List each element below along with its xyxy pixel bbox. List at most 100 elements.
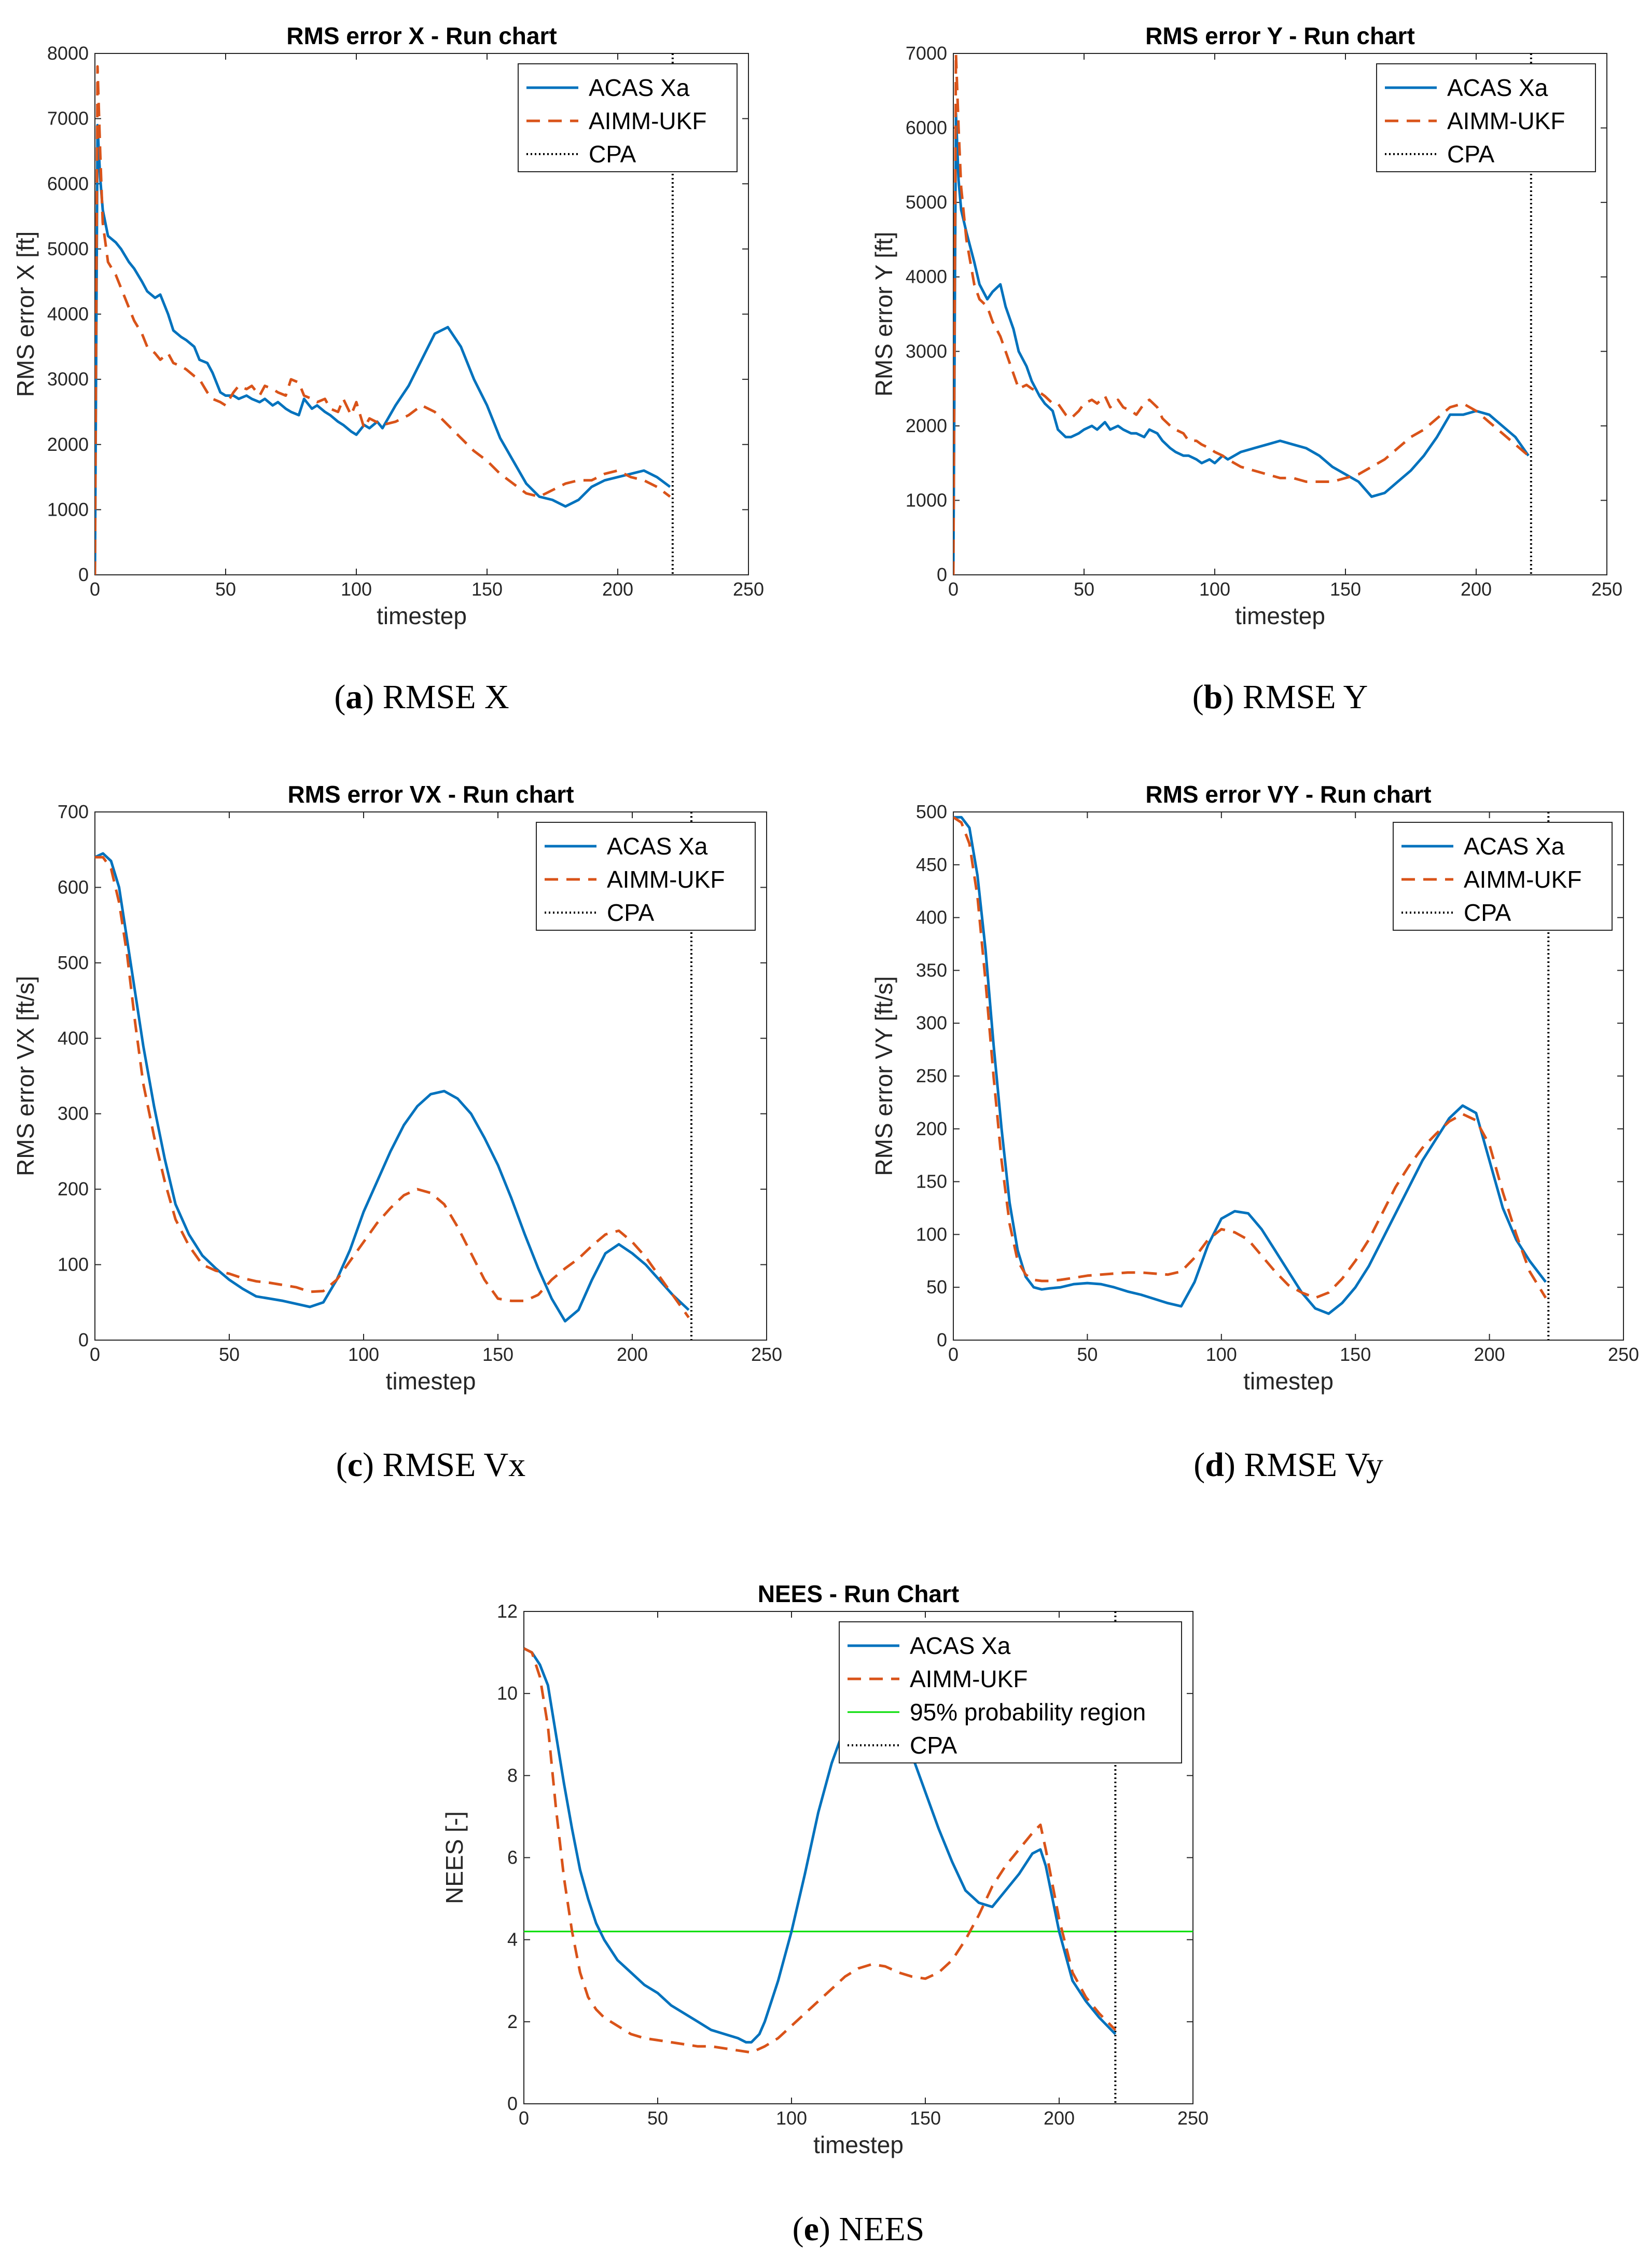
y-tick-label: 7000 bbox=[47, 108, 89, 129]
x-tick-label: 250 bbox=[733, 578, 764, 600]
legend-label: ACAS Xa bbox=[1447, 74, 1548, 101]
x-tick-label: 250 bbox=[1591, 578, 1622, 600]
x-tick-label: 100 bbox=[776, 2107, 807, 2129]
legend-label: AIMM-UKF bbox=[1447, 107, 1565, 134]
x-tick-label: 0 bbox=[90, 578, 100, 600]
legend: ACAS Xa AIMM-UKF CPA bbox=[1376, 63, 1596, 172]
y-tick-label: 7000 bbox=[906, 43, 947, 64]
y-tick-label: 400 bbox=[916, 907, 947, 928]
x-tick-label: 150 bbox=[1330, 578, 1361, 600]
acas-xa-line bbox=[95, 852, 690, 1323]
x-tick-label: 150 bbox=[910, 2107, 941, 2129]
y-axis-label: RMS error X [ft] bbox=[12, 231, 39, 397]
y-tick-label: 2000 bbox=[47, 434, 89, 455]
caption-letter: d bbox=[1205, 1446, 1224, 1484]
x-tick-label: 200 bbox=[1461, 578, 1492, 600]
y-tick-label: 3000 bbox=[47, 368, 89, 390]
chart-title: NEES - Run Chart bbox=[758, 1580, 959, 1607]
x-axis-label: timestep bbox=[813, 2131, 904, 2158]
caption-text: ) RMSE X bbox=[363, 678, 509, 716]
aimm-ukf-line bbox=[953, 816, 1547, 1300]
acas-xa-line bbox=[953, 112, 1530, 575]
figure-caption: (e) NEES bbox=[793, 2210, 925, 2248]
y-tick-label: 100 bbox=[916, 1223, 947, 1245]
x-tick-label: 200 bbox=[617, 1344, 648, 1365]
x-tick-label: 200 bbox=[602, 578, 633, 600]
chart-title: RMS error Y - Run chart bbox=[1145, 22, 1415, 49]
y-tick-label: 0 bbox=[78, 1329, 89, 1350]
panel-a: 0 50 100 150 200 250 0 1000 2000 3000 4000 5000 6000… bbox=[12, 22, 764, 716]
legend: ACAS Xa AIMM-UKF CPA bbox=[518, 63, 738, 172]
y-tick-label: 10 bbox=[497, 1683, 518, 1704]
legend: ACAS Xa AIMM-UKF CPA bbox=[536, 822, 756, 931]
x-tick-label: 50 bbox=[1077, 1344, 1098, 1365]
y-tick-label: 4 bbox=[507, 1929, 518, 1950]
x-tick-label: 250 bbox=[1177, 2107, 1209, 2129]
figure-caption: (c) RMSE Vx bbox=[336, 1446, 525, 1484]
x-tick-label: 200 bbox=[1474, 1344, 1505, 1365]
y-tick-label: 300 bbox=[58, 1103, 89, 1124]
y-axis-label: RMS error VY [ft/s] bbox=[870, 976, 897, 1176]
series-group bbox=[95, 53, 674, 575]
legend-label: ACAS Xa bbox=[1464, 833, 1565, 860]
legend-box bbox=[1376, 63, 1596, 172]
caption-text: ) RMSE Vx bbox=[363, 1446, 525, 1484]
legend: ACAS Xa AIMM-UKF 95% probability region CPA bbox=[839, 1621, 1182, 1763]
legend-label: CPA bbox=[910, 1732, 957, 1759]
x-tick-label: 150 bbox=[1340, 1344, 1371, 1365]
legend-label: ACAS Xa bbox=[607, 833, 708, 860]
chart-title: RMS error VX - Run chart bbox=[287, 781, 574, 808]
y-tick-label: 6 bbox=[507, 1847, 518, 1868]
x-tick-label: 100 bbox=[1199, 578, 1230, 600]
caption-letter: b bbox=[1204, 678, 1223, 716]
caption-letter: c bbox=[348, 1446, 363, 1484]
y-tick-label: 4000 bbox=[47, 304, 89, 325]
x-tick-label: 50 bbox=[215, 578, 236, 600]
y-tick-label: 4000 bbox=[906, 266, 947, 287]
aimm-ukf-line bbox=[524, 1647, 1117, 2054]
y-tick-label: 8000 bbox=[47, 43, 89, 64]
legend-box bbox=[536, 822, 756, 931]
caption-letter: e bbox=[804, 2210, 819, 2248]
x-tick-label: 250 bbox=[751, 1344, 782, 1365]
x-tick-label: 0 bbox=[948, 578, 959, 600]
legend-label: CPA bbox=[589, 141, 636, 168]
caption-paren: ( bbox=[793, 2210, 804, 2248]
y-axis-label: NEES [-] bbox=[441, 1811, 468, 1904]
y-tick-label: 50 bbox=[926, 1276, 947, 1298]
y-tick-label: 6000 bbox=[47, 173, 89, 194]
y-tick-label: 500 bbox=[916, 801, 947, 822]
y-tick-label: 2 bbox=[507, 2011, 518, 2032]
caption-text: ) NEES bbox=[819, 2210, 924, 2248]
y-tick-label: 0 bbox=[937, 1329, 947, 1350]
x-tick-label: 150 bbox=[482, 1344, 513, 1365]
y-tick-label: 5000 bbox=[906, 191, 947, 213]
legend-label: CPA bbox=[607, 899, 654, 926]
aimm-ukf-line bbox=[95, 856, 690, 1318]
figure-caption: (a) RMSE X bbox=[334, 678, 509, 716]
x-tick-label: 100 bbox=[1206, 1344, 1237, 1365]
y-tick-label: 2000 bbox=[906, 415, 947, 436]
y-axis-label: RMS error Y [ft] bbox=[870, 232, 897, 397]
chart-title: RMS error X - Run chart bbox=[286, 22, 557, 49]
x-axis-label: timestep bbox=[377, 602, 467, 629]
x-tick-label: 50 bbox=[219, 1344, 240, 1365]
y-tick-label: 8 bbox=[507, 1764, 518, 1786]
y-tick-label: 450 bbox=[916, 854, 947, 875]
x-tick-label: 50 bbox=[1074, 578, 1094, 600]
legend-label: 95% probability region bbox=[910, 1699, 1146, 1726]
legend-label: ACAS Xa bbox=[589, 74, 690, 101]
x-axis-label: timestep bbox=[1243, 1368, 1334, 1395]
caption-text: ) RMSE Vy bbox=[1224, 1446, 1383, 1484]
y-tick-label: 500 bbox=[58, 952, 89, 973]
legend-label: AIMM-UKF bbox=[607, 866, 725, 893]
y-tick-label: 350 bbox=[916, 959, 947, 981]
caption-paren: ( bbox=[1192, 678, 1204, 716]
caption-paren: ( bbox=[336, 1446, 348, 1484]
panel-c: 0 50 100 150 200 250 0 100 200 300 400 500 600 700 RMS… bbox=[12, 781, 782, 1484]
panel-b: 0 50 100 150 200 250 0 1000 2000 3000 4000 5000 6000… bbox=[870, 22, 1622, 716]
legend-label: CPA bbox=[1447, 141, 1494, 168]
y-tick-label: 1000 bbox=[47, 499, 89, 520]
legend-label: ACAS Xa bbox=[910, 1632, 1011, 1659]
